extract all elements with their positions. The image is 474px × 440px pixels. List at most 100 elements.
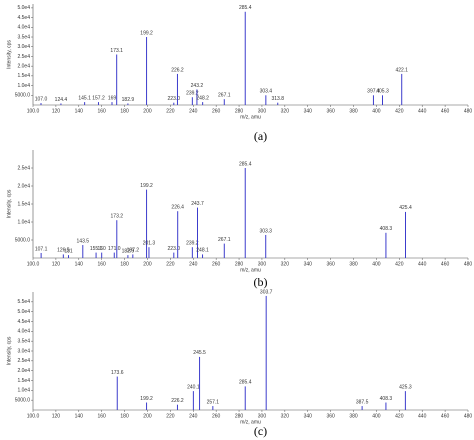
y-tick-label: 1.0e4 xyxy=(17,219,30,225)
y-tick-label: 4.5e4 xyxy=(17,15,30,21)
x-tick-label: 300 xyxy=(258,261,267,267)
peak-label: 226.2 xyxy=(171,398,184,404)
x-tick-label: 480 xyxy=(464,261,473,267)
peak-label: 387.5 xyxy=(356,399,369,405)
y-axis-label: Intensity, cps xyxy=(6,189,12,218)
peak-label: 223.0 xyxy=(168,96,181,102)
x-tick-label: 220 xyxy=(166,108,175,114)
y-tick-label: 4.5e4 xyxy=(17,319,30,325)
peak-label: 245.5 xyxy=(193,350,206,356)
x-axis-label: m/z, amu xyxy=(240,267,261,273)
spectrum-panel: 5000.0 1.0e4 1.5e4 2.0e4 2.5e4 3.0e4 3.5e4 4.0e… xyxy=(6,4,472,143)
x-tick-label: 460 xyxy=(441,413,450,419)
x-tick-label: 200 xyxy=(143,261,152,267)
peak-label: 199.2 xyxy=(140,396,153,402)
peak-label: 248.2 xyxy=(196,95,209,101)
x-tick-label: 100.0 xyxy=(27,261,40,267)
x-tick-label: 180 xyxy=(120,261,129,267)
peak-label: 145.1 xyxy=(78,95,91,101)
x-tick-label: 260 xyxy=(212,261,221,267)
peak-label: 408.3 xyxy=(380,226,393,232)
x-tick-label: 400 xyxy=(372,413,381,419)
peak-label: 239.2 xyxy=(186,241,199,247)
x-tick-label: 380 xyxy=(349,261,358,267)
x-tick-label: 100.0 xyxy=(27,108,40,114)
peak-label: 425.3 xyxy=(399,384,412,390)
x-tick-label: 160 xyxy=(98,108,107,114)
peak-label: 425.4 xyxy=(399,205,412,211)
y-tick-label: 1.0e4 xyxy=(17,388,30,394)
x-tick-label: 260 xyxy=(212,108,221,114)
x-tick-label: 420 xyxy=(395,261,404,267)
peak-label: 173.2 xyxy=(111,214,124,220)
peak-label: 173.1 xyxy=(110,48,123,54)
x-tick-label: 320 xyxy=(281,108,290,114)
x-tick-label: 380 xyxy=(349,413,358,419)
peak-label: 182.9 xyxy=(122,97,135,103)
y-tick-label: 3.5e4 xyxy=(17,338,30,344)
x-tick-label: 480 xyxy=(464,413,473,419)
y-tick-label: 1.5e4 xyxy=(17,378,30,384)
peak-label: 239.2 xyxy=(186,91,199,97)
x-tick-label: 440 xyxy=(418,413,427,419)
x-tick-label: 400 xyxy=(372,108,381,114)
x-tick-label: 360 xyxy=(326,108,335,114)
peak-label: 155.1 xyxy=(90,246,103,252)
y-tick-label: 5.5e4 xyxy=(17,299,30,305)
x-tick-label: 180 xyxy=(120,108,129,114)
x-axis-label: m/z, amu xyxy=(240,114,261,120)
x-tick-label: 280 xyxy=(235,261,244,267)
y-axis-label: Intensity, cps xyxy=(6,40,12,69)
x-tick-label: 240 xyxy=(189,261,198,267)
peak-label: 408.3 xyxy=(380,396,393,402)
x-tick-label: 220 xyxy=(166,261,175,267)
panel-caption: (a) xyxy=(254,129,267,143)
y-tick-label: 2.0e4 xyxy=(17,368,30,374)
peak-label: 397.4 xyxy=(367,89,380,95)
peak-label: 267.1 xyxy=(218,237,231,243)
x-tick-label: 280 xyxy=(235,108,244,114)
y-tick-label: 5000.0 xyxy=(15,237,31,243)
peak-label: 405.3 xyxy=(376,89,389,95)
peak-label: 303.4 xyxy=(260,89,273,95)
y-tick-label: 1.0e4 xyxy=(17,83,30,89)
y-tick-label: 5.0e4 xyxy=(17,5,30,11)
peak-label: 169 xyxy=(108,95,117,101)
x-tick-label: 340 xyxy=(304,413,313,419)
y-tick-label: 2.5e4 xyxy=(17,358,30,364)
y-tick-label: 4.0e4 xyxy=(17,329,30,335)
y-tick-label: 2.0e4 xyxy=(17,63,30,69)
peak-label: 171.0 xyxy=(108,246,121,252)
x-tick-label: 120 xyxy=(52,108,61,114)
x-tick-label: 200 xyxy=(143,413,152,419)
x-tick-label: 160 xyxy=(98,261,107,267)
y-tick-label: 3.0e4 xyxy=(17,348,30,354)
x-tick-label: 320 xyxy=(281,413,290,419)
peak-label: 285.4 xyxy=(239,380,252,386)
peak-label: 240.1 xyxy=(187,384,200,390)
x-tick-label: 140 xyxy=(75,413,84,419)
peak-label: 124.4 xyxy=(55,97,68,103)
peak-label: 285.4 xyxy=(239,5,252,11)
x-tick-label: 480 xyxy=(464,108,473,114)
y-tick-label: 3.0e4 xyxy=(17,44,30,50)
peak-label: 173.6 xyxy=(111,370,124,376)
panel-caption: (b) xyxy=(254,275,268,289)
y-tick-label: 2.5e4 xyxy=(17,165,30,171)
peak-label: 187.2 xyxy=(127,248,140,254)
x-tick-label: 300 xyxy=(258,413,267,419)
peak-label: 131 xyxy=(64,248,73,254)
x-tick-label: 240 xyxy=(189,413,198,419)
peak-label: 285.4 xyxy=(239,161,252,167)
peak-label: 199.2 xyxy=(140,183,153,189)
peak-label: 223.0 xyxy=(168,246,181,252)
x-tick-label: 400 xyxy=(372,261,381,267)
x-tick-label: 460 xyxy=(441,261,450,267)
peak-label: 160 xyxy=(98,246,107,252)
x-tick-label: 180 xyxy=(120,413,129,419)
peak-label: 243.2 xyxy=(191,83,204,89)
peak-label: 257.1 xyxy=(207,399,220,405)
x-tick-label: 140 xyxy=(75,108,84,114)
peak-label: 143.5 xyxy=(77,238,90,244)
